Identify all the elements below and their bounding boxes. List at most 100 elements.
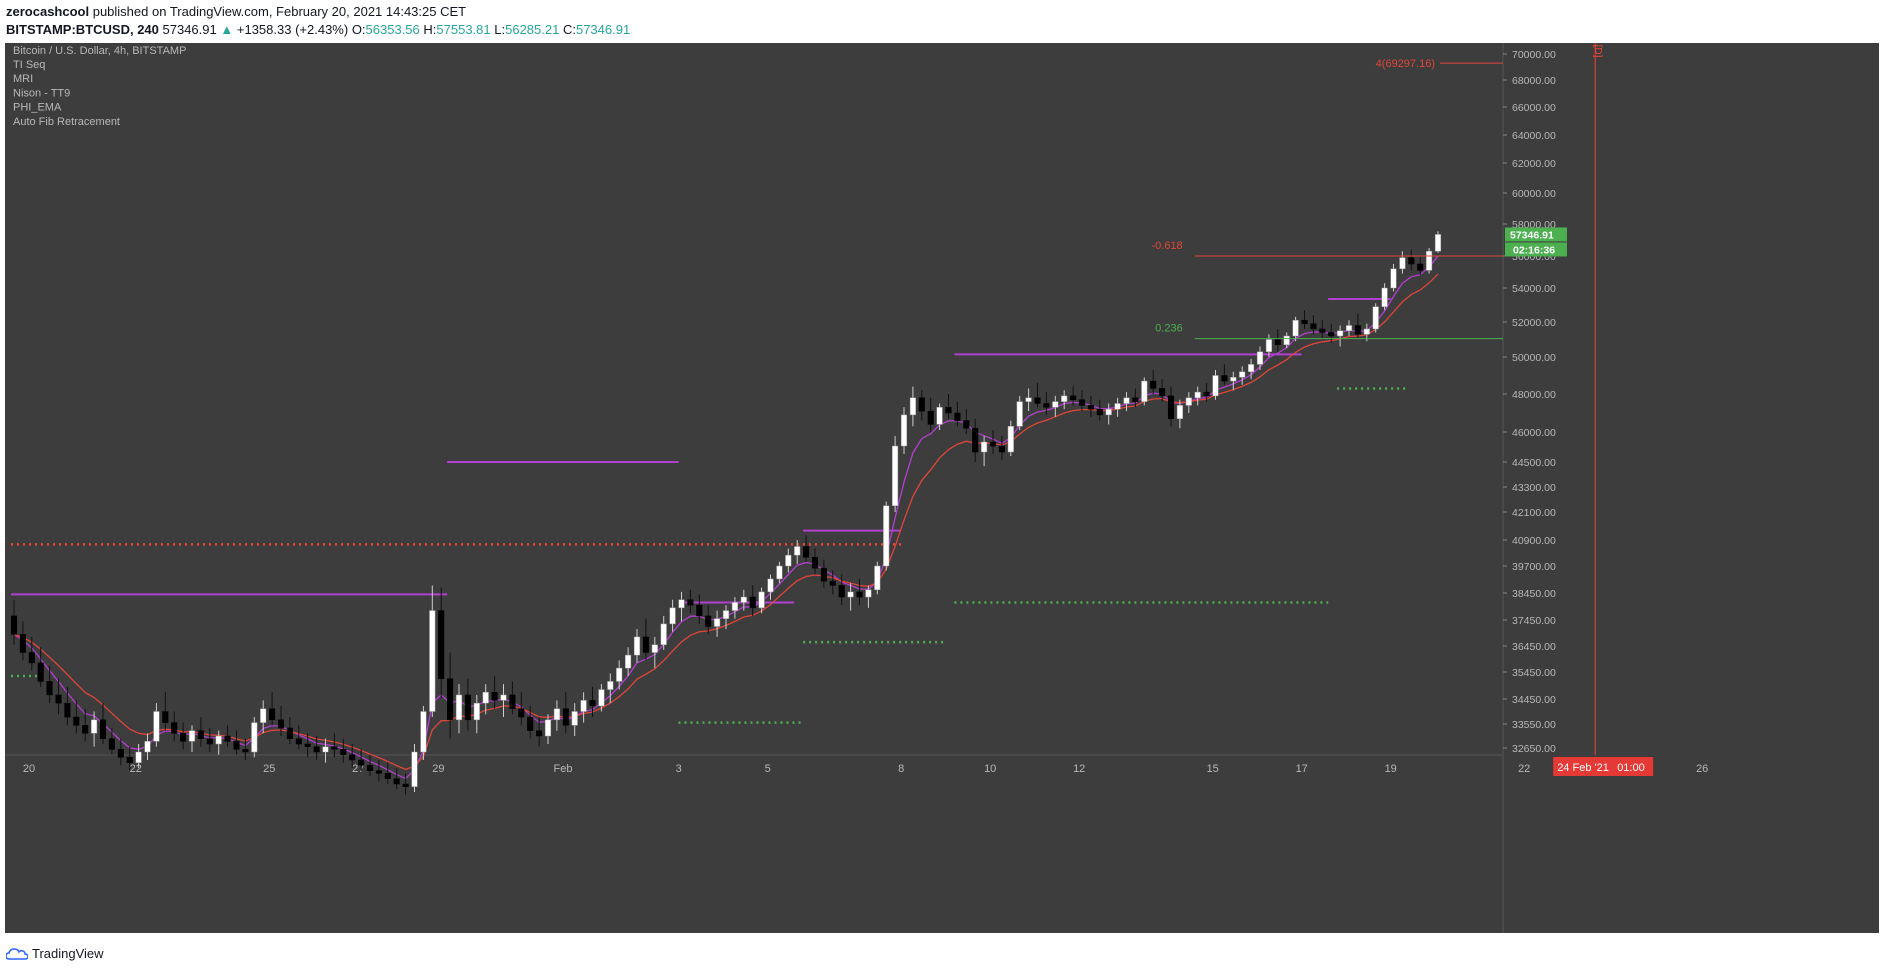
footer [0,940,1884,968]
candle-body [251,722,258,753]
time-tick-label: 20 [23,763,35,775]
candle-body [322,746,329,753]
candle-body [206,738,213,745]
candle-body [625,654,632,669]
candle-body [313,746,320,753]
candle-body [687,599,694,606]
chart-area[interactable]: Bitcoin / U.S. Dollar, 4h, BITSTAMP TI Se… [5,43,1879,938]
last-price-tag [1505,227,1567,242]
candle-body [242,749,249,753]
candle-body [642,636,649,653]
time-tick-label: 25 [263,763,275,775]
open-label: O: [351,22,366,37]
candle-body [447,678,454,721]
candle-body [1043,403,1050,408]
candle-body [1052,401,1059,408]
candle-body [972,427,979,453]
tradingview-cloud-icon [6,947,28,960]
crosshair-clock: 01:00 [1617,762,1645,774]
time-tick-label: Feb [554,763,573,775]
candle-body [1256,351,1264,365]
candle-body [28,652,35,664]
candle-body [838,585,845,598]
candle-body [411,751,418,787]
candle-body [856,591,863,598]
candle-body [1408,257,1415,265]
price-tick-label: 66000.00 [1512,102,1556,114]
candle-body [767,578,774,593]
candle-body [144,741,151,753]
low-label: L: [494,22,506,37]
candle-body [803,546,810,558]
candle-body [1390,268,1397,289]
candle-body [162,711,169,723]
price-tick-label: 46000.00 [1512,427,1556,439]
price-tick-label: 62000.00 [1512,158,1556,170]
candle-body [1212,375,1219,397]
candle-body [349,754,356,761]
candle-body [295,738,302,745]
candle-body [482,692,489,704]
candle-body [785,554,792,567]
publish-line: zerocashcool published on TradingView.co… [6,4,466,19]
candle-body [171,722,178,734]
candle-body [1105,408,1112,416]
candle-body [1025,397,1032,402]
candle-body [776,565,783,580]
candle-body [1239,371,1246,378]
candle-body [651,644,658,653]
candle-body [998,445,1005,453]
candle-body [1141,380,1148,402]
price-tick-label: 68000.00 [1512,75,1556,87]
candle-body [384,773,391,779]
legend-indicator: PHI_EMA [13,102,62,114]
legend-indicator: Nison - TT9 [13,87,70,99]
candle-body [1016,401,1023,427]
target-label: 4(69297.16) [1376,58,1435,70]
candle-body [989,441,997,447]
candle-body [1363,328,1370,335]
candle-body [749,596,756,609]
candle-body [1185,397,1192,406]
candle-body [500,694,507,701]
time-tick-label: 15 [1207,763,1219,775]
candle-body [340,749,347,755]
candle-body [1132,397,1139,402]
candle-body [82,725,89,734]
candle-body [865,589,872,598]
candle-body [714,618,721,627]
legend-title: Bitcoin / U.S. Dollar, 4h, BITSTAMP [13,45,186,57]
tradingview-logo[interactable]: TradingView [6,946,104,961]
candle-body [126,757,133,763]
time-tick-label: 26 [1696,763,1708,775]
crosshair-date: 24 Feb '21 [1557,762,1609,774]
price-tick-label: 44500.00 [1512,457,1556,469]
price-tick-label: 36450.00 [1512,641,1556,653]
candle-body [892,445,899,506]
candle-body [233,741,240,750]
candle-body [1381,287,1388,307]
candle-body [616,667,623,682]
candle-body [794,546,801,556]
candle-body [420,711,427,753]
candle-body [19,634,26,653]
last-price-tag-text: 57346.91 [1510,229,1554,241]
interval-marker: [D] [1592,45,1603,58]
candle-body [633,636,641,656]
candle-body [562,708,569,726]
candle-body [722,610,730,619]
candle-body [1248,364,1255,373]
candle-body [224,735,231,742]
fib-level-label: -0.618 [1151,240,1182,252]
author-name[interactable]: zerocashcool [6,4,90,19]
price-tick-label: 54000.00 [1512,283,1556,295]
candle-body [260,708,267,723]
high-value: 57553.81 [436,22,491,37]
candle-body [277,719,285,729]
candle-body [936,407,943,425]
candle-body [607,681,614,690]
time-tick-label: 17 [1296,763,1308,775]
price-chart[interactable]: Bitcoin / U.S. Dollar, 4h, BITSTAMP TI Se… [5,43,1879,933]
candle-body [1061,395,1068,402]
candle-body [811,557,819,569]
